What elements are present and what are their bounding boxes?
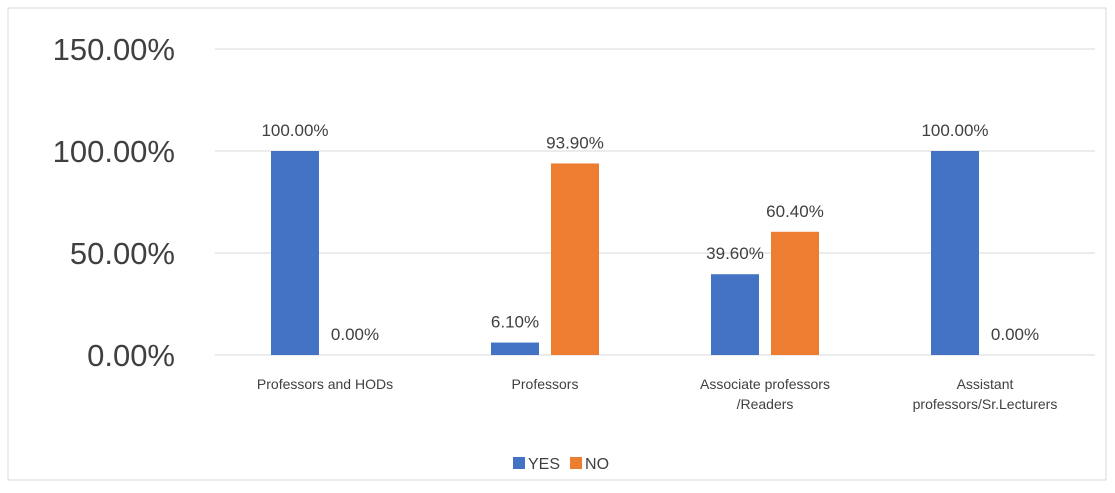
- bar: [711, 274, 759, 355]
- bar: [551, 163, 599, 355]
- x-tick-label: Professors and HODs: [257, 376, 393, 392]
- data-label: 93.90%: [546, 133, 604, 152]
- bar: [491, 342, 539, 355]
- data-label: 60.40%: [766, 202, 824, 221]
- legend-label: YES: [528, 456, 560, 473]
- data-label: 39.60%: [706, 244, 764, 263]
- x-tick-label: Associate professors/Readers: [700, 376, 830, 412]
- bar: [771, 231, 819, 355]
- y-tick-label: 0.00%: [87, 338, 175, 373]
- data-label: 0.00%: [991, 325, 1039, 344]
- bar: [931, 151, 979, 355]
- data-label: 100.00%: [921, 121, 988, 140]
- data-label: 0.00%: [331, 325, 379, 344]
- y-tick-label: 50.00%: [70, 236, 175, 271]
- y-tick-label: 100.00%: [53, 134, 175, 169]
- x-tick-label: Assistant professors/Sr.Lecturers: [913, 376, 1058, 412]
- data-label: 100.00%: [261, 121, 328, 140]
- bar: [271, 151, 319, 355]
- legend-swatch: [570, 457, 583, 469]
- legend-swatch: [513, 457, 525, 469]
- legend-label: NO: [585, 456, 609, 473]
- data-label: 6.10%: [491, 313, 539, 332]
- x-tick-label: Professors: [512, 376, 579, 392]
- y-tick-label: 150.00%: [53, 32, 175, 67]
